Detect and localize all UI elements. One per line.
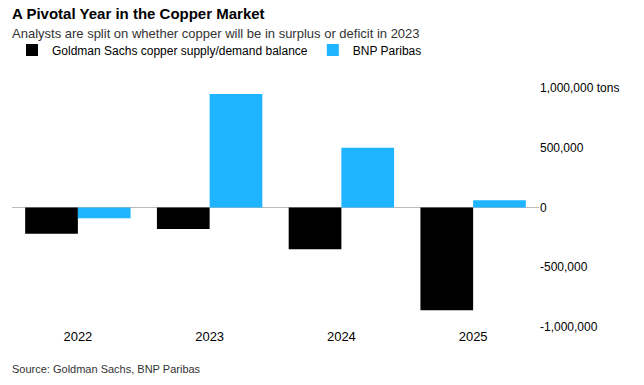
svg-text:2023: 2023 [195, 329, 224, 344]
svg-text:2025: 2025 [459, 329, 488, 344]
svg-text:Analysts are split on whether: Analysts are split on whether copper wil… [12, 26, 420, 41]
svg-text:A Pivotal Year in the Copper M: A Pivotal Year in the Copper Market [12, 5, 265, 22]
svg-text:Source: Goldman Sachs, BNP Par: Source: Goldman Sachs, BNP Paribas [12, 363, 201, 375]
svg-text:2022: 2022 [63, 329, 92, 344]
svg-text:BNP Paribas: BNP Paribas [353, 44, 421, 58]
svg-text:1,000,000 tons: 1,000,000 tons [540, 81, 619, 95]
svg-text:-500,000: -500,000 [540, 260, 588, 274]
svg-text:500,000: 500,000 [540, 141, 584, 155]
svg-text:0: 0 [540, 201, 547, 215]
svg-text:Goldman Sachs copper supply/de: Goldman Sachs copper supply/demand balan… [52, 44, 308, 58]
svg-text:2024: 2024 [327, 329, 356, 344]
svg-text:-1,000,000: -1,000,000 [540, 320, 598, 334]
